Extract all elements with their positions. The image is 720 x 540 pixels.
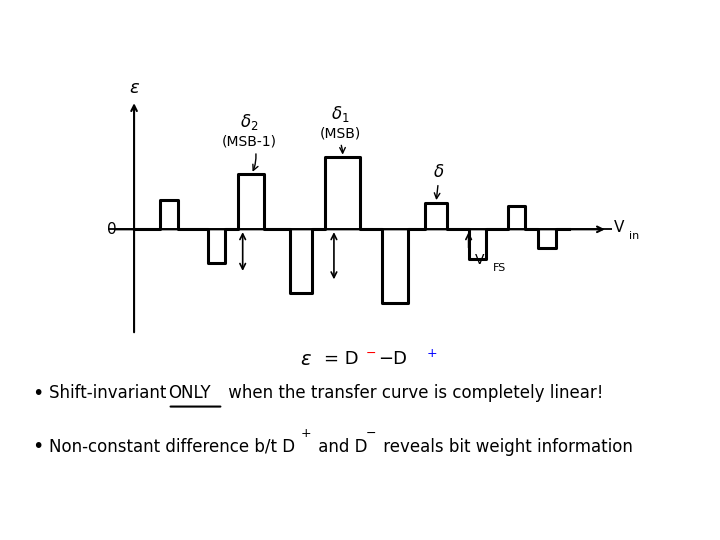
Text: $\varepsilon$: $\varepsilon$ (300, 349, 312, 369)
Text: −: − (366, 347, 377, 360)
Text: Shift-invariant: Shift-invariant (49, 384, 171, 402)
Text: Non-constant difference b/t D: Non-constant difference b/t D (49, 437, 295, 456)
Text: −: − (366, 427, 377, 440)
Text: 0: 0 (107, 222, 117, 237)
Text: - 15 -: - 15 - (343, 513, 377, 526)
Text: FS: FS (492, 263, 505, 273)
Text: (MSB-1): (MSB-1) (222, 135, 276, 149)
Text: •: • (32, 437, 43, 456)
Text: (MSB): (MSB) (320, 126, 361, 140)
Text: $\delta_2$: $\delta_2$ (240, 112, 258, 132)
Text: in: in (629, 231, 639, 241)
Text: V: V (475, 253, 485, 267)
Text: ONLY: ONLY (168, 384, 210, 402)
Text: $\delta_1$: $\delta_1$ (331, 104, 350, 124)
Text: +: + (301, 427, 312, 440)
Text: −D: −D (378, 350, 407, 368)
Text: ε: ε (129, 79, 139, 97)
Text: = D: = D (324, 350, 359, 368)
Text: +: + (426, 347, 437, 360)
Text: V: V (614, 220, 624, 235)
Text: TWEPP 2014: TWEPP 2014 (14, 513, 103, 526)
Text: and D: and D (313, 437, 368, 456)
Text: •: • (32, 384, 43, 403)
Text: 2014-09-24: 2014-09-24 (634, 513, 706, 526)
Text: reveals bit weight information: reveals bit weight information (378, 437, 633, 456)
Text: $\delta$: $\delta$ (433, 163, 444, 181)
Text: How to determine Bit Weights?: How to determine Bit Weights? (16, 21, 504, 49)
Text: when the transfer curve is completely linear!: when the transfer curve is completely li… (223, 384, 603, 402)
